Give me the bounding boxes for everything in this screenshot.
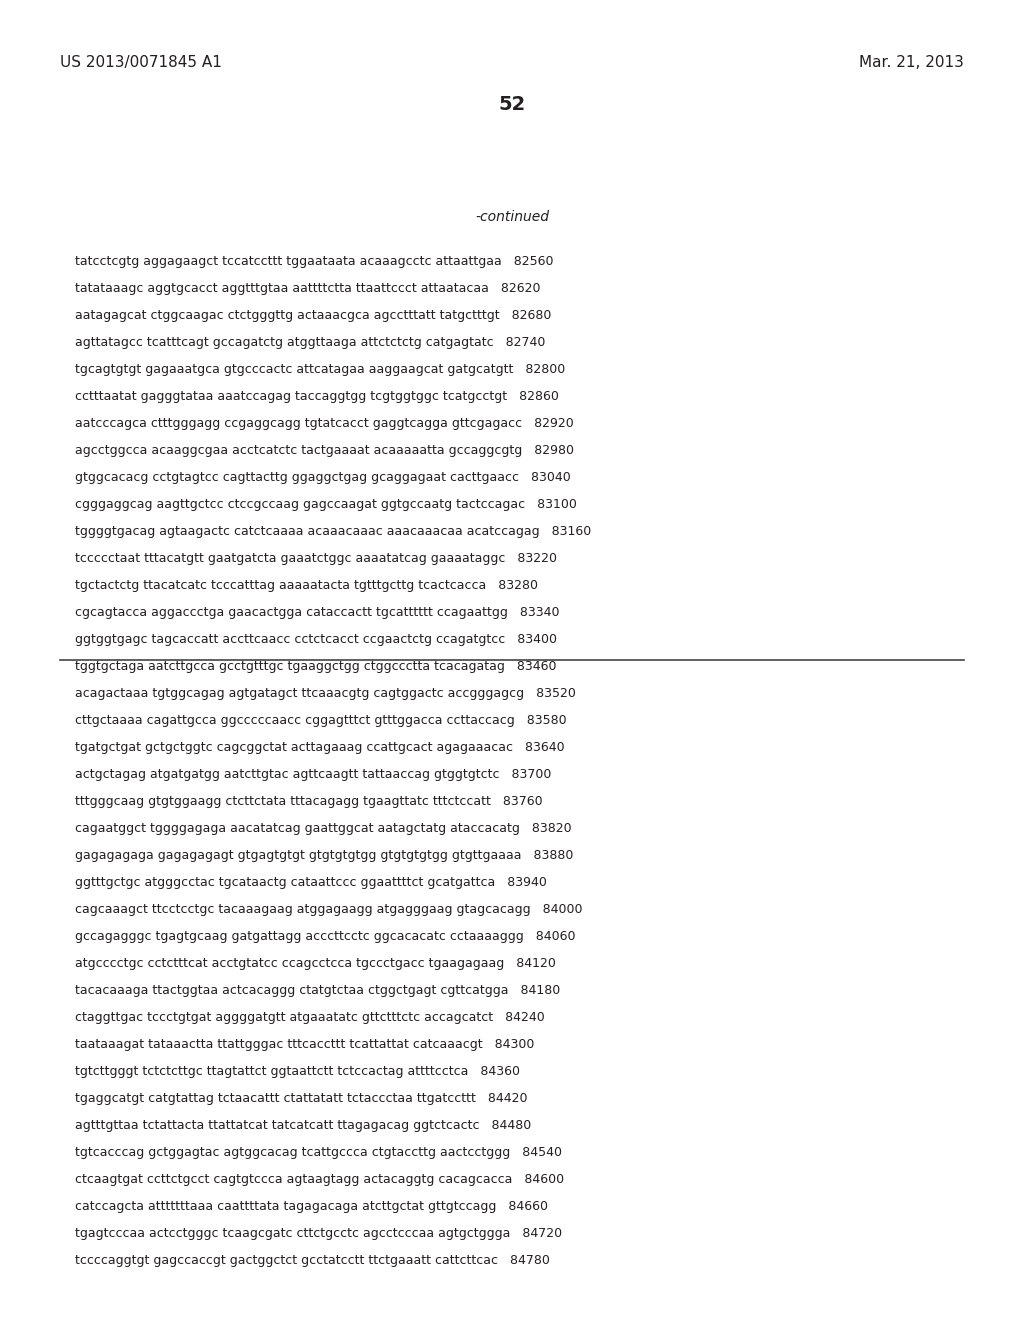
Text: cagaatggct tggggagaga aacatatcag gaattggcat aatagctatg ataccacatg   83820: cagaatggct tggggagaga aacatatcag gaattgg…: [75, 822, 571, 836]
Text: ctcaagtgat ccttctgcct cagtgtccca agtaagtagg actacaggtg cacagcacca   84600: ctcaagtgat ccttctgcct cagtgtccca agtaagt…: [75, 1173, 564, 1185]
Text: agttatagcc tcatttcagt gccagatctg atggttaaga attctctctg catgagtatc   82740: agttatagcc tcatttcagt gccagatctg atggtta…: [75, 337, 546, 348]
Text: ctaggttgac tccctgtgat aggggatgtt atgaaatatc gttctttctc accagcatct   84240: ctaggttgac tccctgtgat aggggatgtt atgaaat…: [75, 1011, 545, 1024]
Text: 52: 52: [499, 95, 525, 114]
Text: tatcctcgtg aggagaagct tccatccttt tggaataata acaaagcctc attaattgaa   82560: tatcctcgtg aggagaagct tccatccttt tggaata…: [75, 255, 554, 268]
Text: tacacaaaga ttactggtaa actcacaggg ctatgtctaa ctggctgagt cgttcatgga   84180: tacacaaaga ttactggtaa actcacaggg ctatgtc…: [75, 983, 560, 997]
Text: ggtggtgagc tagcaccatt accttcaacc cctctcacct ccgaactctg ccagatgtcc   83400: ggtggtgagc tagcaccatt accttcaacc cctctca…: [75, 634, 557, 645]
Text: cgcagtacca aggaccctga gaacactgga cataccactt tgcatttttt ccagaattgg   83340: cgcagtacca aggaccctga gaacactgga catacca…: [75, 606, 559, 619]
Text: aatcccagca ctttgggagg ccgaggcagg tgtatcacct gaggtcagga gttcgagacc   82920: aatcccagca ctttgggagg ccgaggcagg tgtatca…: [75, 417, 573, 430]
Text: gtggcacacg cctgtagtcc cagttacttg ggaggctgag gcaggagaat cacttgaacc   83040: gtggcacacg cctgtagtcc cagttacttg ggaggct…: [75, 471, 570, 484]
Text: tccccctaat tttacatgtt gaatgatcta gaaatctggc aaaatatcag gaaaataggc   83220: tccccctaat tttacatgtt gaatgatcta gaaatct…: [75, 552, 557, 565]
Text: US 2013/0071845 A1: US 2013/0071845 A1: [60, 55, 222, 70]
Text: tgtcttgggt tctctcttgc ttagtattct ggtaattctt tctccactag attttcctca   84360: tgtcttgggt tctctcttgc ttagtattct ggtaatt…: [75, 1065, 520, 1078]
Text: agcctggcca acaaggcgaa acctcatctc tactgaaaat acaaaaatta gccaggcgtg   82980: agcctggcca acaaggcgaa acctcatctc tactgaa…: [75, 444, 574, 457]
Text: acagactaaa tgtggcagag agtgatagct ttcaaacgtg cagtggactc accgggagcg   83520: acagactaaa tgtggcagag agtgatagct ttcaaac…: [75, 686, 575, 700]
Text: tgtcacccag gctggagtac agtggcacag tcattgccca ctgtaccttg aactcctggg   84540: tgtcacccag gctggagtac agtggcacag tcattgc…: [75, 1146, 562, 1159]
Text: catccagcta atttttttaaa caattttata tagagacaga atcttgctat gttgtccagg   84660: catccagcta atttttttaaa caattttata tagaga…: [75, 1200, 548, 1213]
Text: tgaggcatgt catgtattag tctaacattt ctattatatt tctaccctaa ttgatccttt   84420: tgaggcatgt catgtattag tctaacattt ctattat…: [75, 1092, 527, 1105]
Text: cctttaatat gagggtataa aaatccagag taccaggtgg tcgtggtggc tcatgcctgt   82860: cctttaatat gagggtataa aaatccagag taccagg…: [75, 389, 559, 403]
Text: Mar. 21, 2013: Mar. 21, 2013: [859, 55, 964, 70]
Text: gagagagaga gagagagagt gtgagtgtgt gtgtgtgtgg gtgtgtgtgg gtgttgaaaa   83880: gagagagaga gagagagagt gtgagtgtgt gtgtgtg…: [75, 849, 573, 862]
Text: gccagagggc tgagtgcaag gatgattagg acccttcctc ggcacacatc cctaaaaggg   84060: gccagagggc tgagtgcaag gatgattagg acccttc…: [75, 931, 575, 942]
Text: tggggtgacag agtaagactc catctcaaaa acaaacaaac aaacaaacaa acatccagag   83160: tggggtgacag agtaagactc catctcaaaa acaaac…: [75, 525, 591, 539]
Text: cagcaaagct ttcctcctgc tacaaagaag atggagaagg atgagggaag gtagcacagg   84000: cagcaaagct ttcctcctgc tacaaagaag atggaga…: [75, 903, 583, 916]
Text: tccccaggtgt gagccaccgt gactggctct gcctatcctt ttctgaaatt cattcttcac   84780: tccccaggtgt gagccaccgt gactggctct gcctat…: [75, 1254, 550, 1267]
Text: -continued: -continued: [475, 210, 549, 224]
Text: tggtgctaga aatcttgcca gcctgtttgc tgaaggctgg ctggccctta tcacagatag   83460: tggtgctaga aatcttgcca gcctgtttgc tgaaggc…: [75, 660, 556, 673]
Text: ggtttgctgc atgggcctac tgcataactg cataattccc ggaattttct gcatgattca   83940: ggtttgctgc atgggcctac tgcataactg cataatt…: [75, 876, 547, 888]
Text: tatataaagc aggtgcacct aggtttgtaa aattttctta ttaattccct attaatacaa   82620: tatataaagc aggtgcacct aggtttgtaa aattttc…: [75, 282, 541, 294]
Text: tgctactctg ttacatcatc tcccatttag aaaaatacta tgtttgcttg tcactcacca   83280: tgctactctg ttacatcatc tcccatttag aaaaata…: [75, 579, 538, 591]
Text: agtttgttaa tctattacta ttattatcat tatcatcatt ttagagacag ggtctcactc   84480: agtttgttaa tctattacta ttattatcat tatcatc…: [75, 1119, 531, 1133]
Text: tttgggcaag gtgtggaagg ctcttctata tttacagagg tgaagttatc tttctccatt   83760: tttgggcaag gtgtggaagg ctcttctata tttacag…: [75, 795, 543, 808]
Text: tgagtcccaa actcctgggc tcaagcgatc cttctgcctc agcctcccaa agtgctggga   84720: tgagtcccaa actcctgggc tcaagcgatc cttctgc…: [75, 1228, 562, 1239]
Text: cttgctaaaa cagattgcca ggcccccaacc cggagtttct gtttggacca ccttaccacg   83580: cttgctaaaa cagattgcca ggcccccaacc cggagt…: [75, 714, 566, 727]
Text: tgcagtgtgt gagaaatgca gtgcccactc attcatagaa aaggaagcat gatgcatgtt   82800: tgcagtgtgt gagaaatgca gtgcccactc attcata…: [75, 363, 565, 376]
Text: tgatgctgat gctgctggtc cagcggctat acttagaaag ccattgcact agagaaacac   83640: tgatgctgat gctgctggtc cagcggctat acttaga…: [75, 741, 564, 754]
Text: atgcccctgc cctctttcat acctgtatcc ccagcctcca tgccctgacc tgaagagaag   84120: atgcccctgc cctctttcat acctgtatcc ccagcct…: [75, 957, 556, 970]
Text: aatagagcat ctggcaagac ctctgggttg actaaacgca agcctttatt tatgctttgt   82680: aatagagcat ctggcaagac ctctgggttg actaaac…: [75, 309, 551, 322]
Text: actgctagag atgatgatgg aatcttgtac agttcaagtt tattaaccag gtggtgtctc   83700: actgctagag atgatgatgg aatcttgtac agttcaa…: [75, 768, 551, 781]
Text: cgggaggcag aagttgctcc ctccgccaag gagccaagat ggtgccaatg tactccagac   83100: cgggaggcag aagttgctcc ctccgccaag gagccaa…: [75, 498, 577, 511]
Text: taataaagat tataaactta ttattgggac tttcaccttt tcattattat catcaaacgt   84300: taataaagat tataaactta ttattgggac tttcacc…: [75, 1038, 535, 1051]
